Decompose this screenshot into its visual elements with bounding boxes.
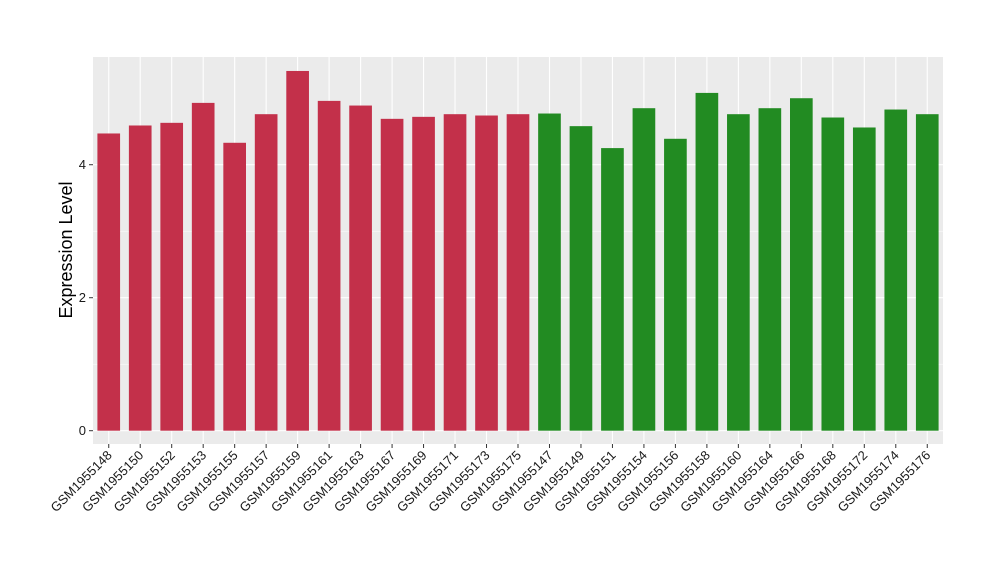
bar-GSM1955164	[758, 108, 782, 431]
bar-GSM1955148	[97, 133, 121, 431]
bar-GSM1955160	[727, 114, 750, 431]
y-tick-label: 2	[79, 290, 86, 305]
bar-GSM1955169	[412, 116, 435, 431]
bar-GSM1955159	[286, 70, 309, 431]
bar-GSM1955151	[601, 148, 624, 431]
bar-GSM1955147	[538, 113, 561, 431]
y-axis-title: Expression Level	[56, 181, 76, 318]
bar-GSM1955166	[790, 98, 813, 431]
bar-GSM1955153	[191, 102, 215, 431]
bar-GSM1955150	[128, 125, 152, 431]
bars	[97, 70, 939, 431]
bar-GSM1955175	[506, 114, 530, 431]
bar-GSM1955154	[632, 108, 656, 431]
bar-GSM1955176	[915, 114, 939, 431]
bar-GSM1955167	[380, 118, 404, 431]
y-tick-label: 0	[79, 423, 86, 438]
bar-GSM1955149	[569, 126, 593, 431]
bar-GSM1955168	[821, 117, 845, 431]
bar-GSM1955156	[664, 138, 687, 431]
bar-GSM1955157	[254, 114, 278, 431]
bar-GSM1955171	[443, 114, 467, 431]
y-tick-label: 4	[79, 157, 86, 172]
bar-GSM1955152	[160, 122, 184, 431]
bar-GSM1955163	[349, 105, 372, 431]
bar-GSM1955155	[223, 142, 246, 431]
bar-GSM1955173	[475, 115, 498, 431]
x-axis: GSM1955148GSM1955150GSM1955152GSM1955153…	[48, 444, 933, 515]
bar-GSM1955174	[884, 109, 908, 431]
y-axis: 0 2 4	[79, 157, 93, 438]
bar-GSM1955158	[695, 92, 719, 431]
bar-GSM1955172	[852, 127, 876, 431]
bar-GSM1955161	[317, 100, 341, 431]
